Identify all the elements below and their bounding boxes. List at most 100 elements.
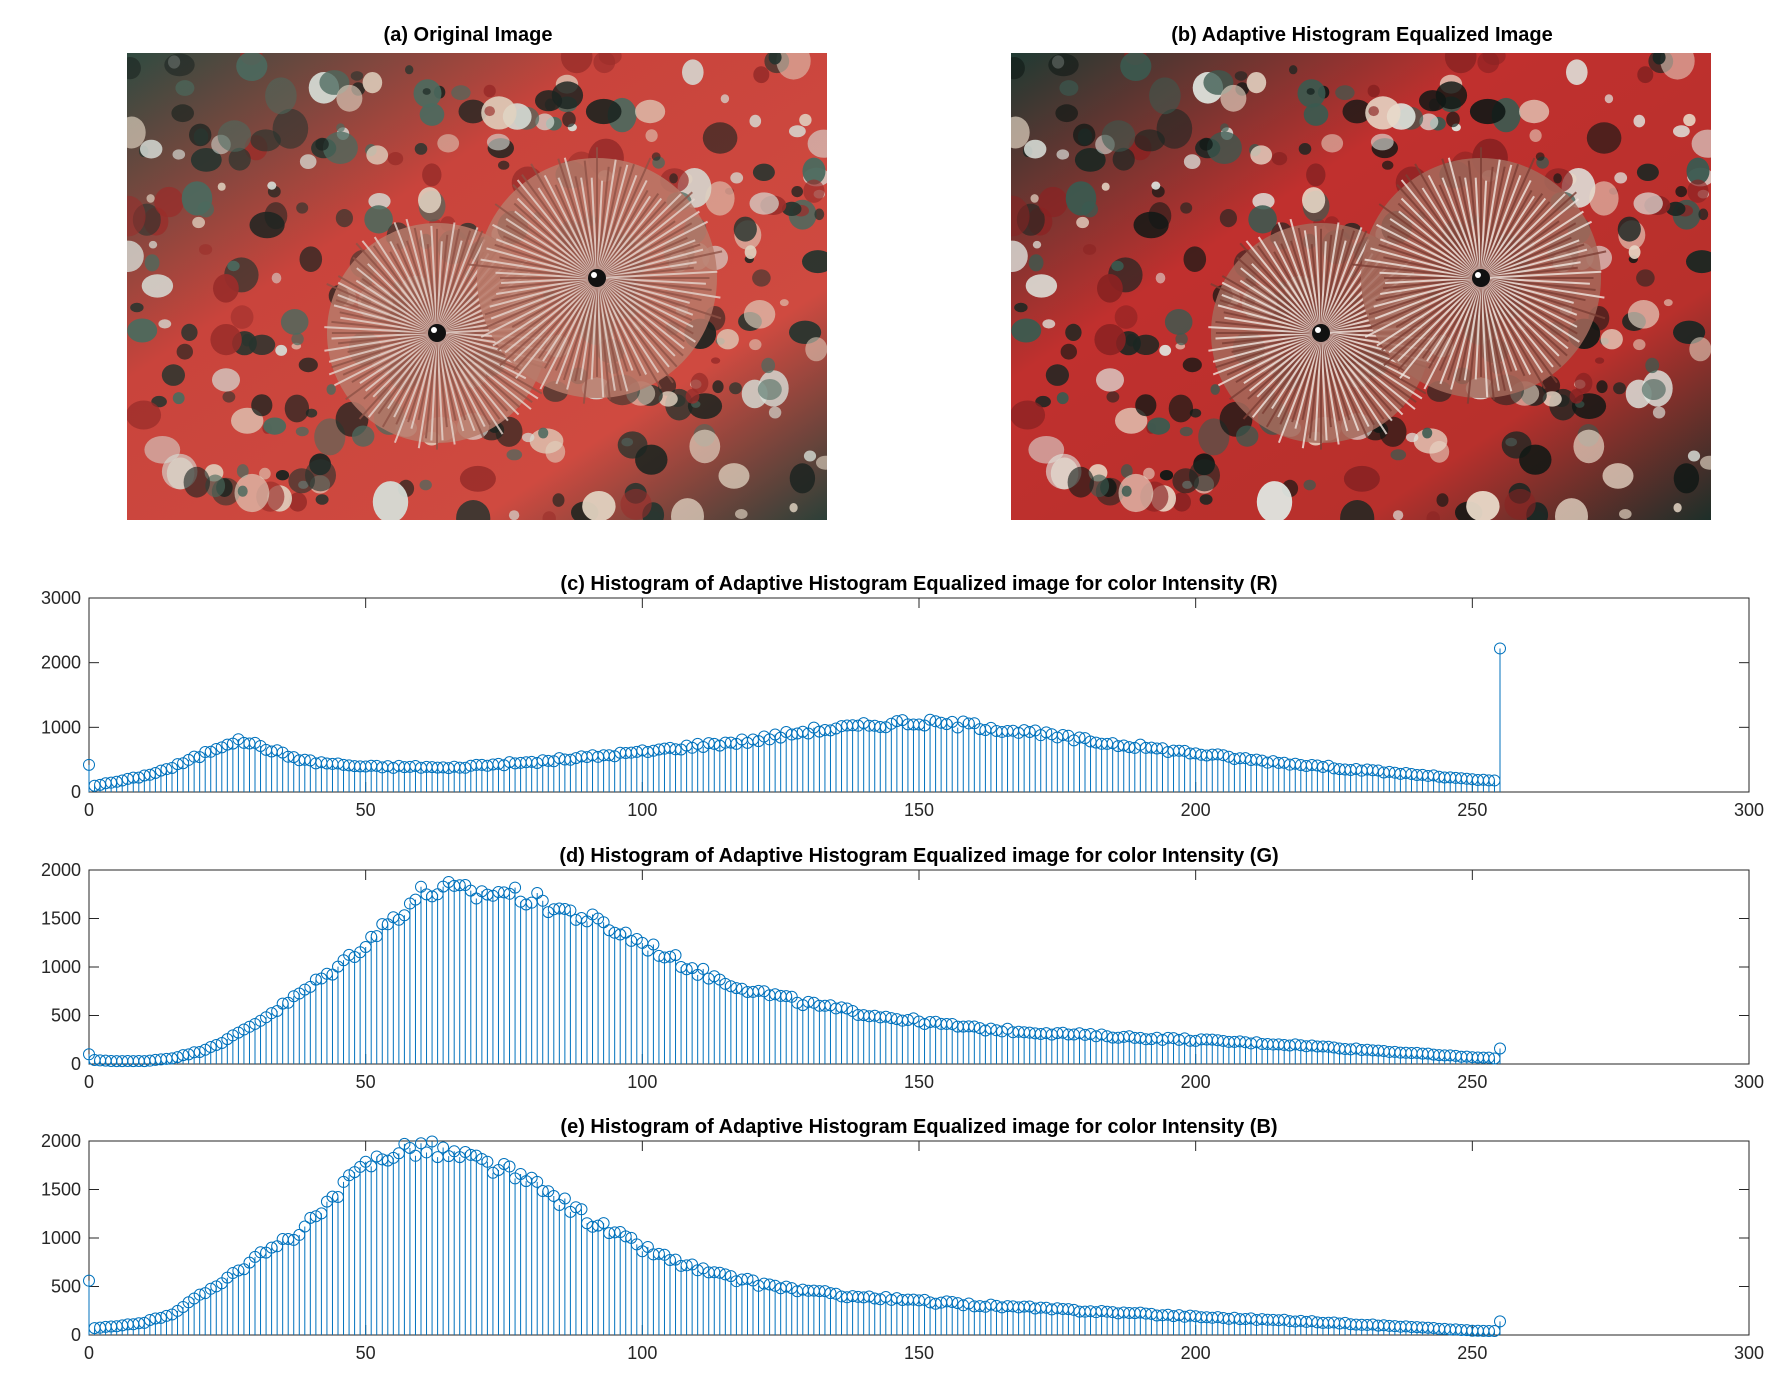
x-tick-label: 0 [84, 800, 94, 820]
stem-marker [796, 725, 809, 738]
stem-marker [874, 720, 887, 733]
stem-marker [1494, 1315, 1506, 1328]
stem-marker [282, 1233, 295, 1246]
stem-marker [946, 1295, 959, 1308]
x-tick-label: 50 [356, 1072, 376, 1092]
stem-marker [597, 1217, 610, 1230]
y-tick-label: 500 [51, 1277, 81, 1297]
stem-marker [647, 938, 660, 951]
x-tick-label: 300 [1734, 800, 1764, 820]
stem-marker [669, 743, 682, 756]
stem-marker [1482, 1051, 1495, 1064]
stem-marker [83, 1274, 95, 1287]
x-tick-label: 250 [1457, 1072, 1487, 1092]
stem-marker [569, 1201, 582, 1214]
y-tick-label: 3000 [41, 588, 81, 608]
stem-marker [719, 1268, 732, 1281]
stem-marker [459, 1146, 472, 1159]
original-image-canvas [127, 53, 827, 520]
stem-marker [1322, 759, 1335, 772]
stem-marker [188, 750, 201, 763]
stem-marker [376, 918, 389, 931]
stem-marker [509, 881, 522, 894]
stem-marker [984, 1298, 997, 1311]
stem-marker [1494, 642, 1506, 655]
stem-marker [780, 990, 793, 1003]
stem-marker [254, 1246, 267, 1259]
stem-marker [481, 888, 494, 901]
x-tick-label: 100 [627, 1343, 657, 1363]
stem-marker [857, 717, 870, 730]
stem-marker [669, 949, 682, 962]
stem-marker [962, 1297, 975, 1310]
stem-marker [249, 736, 261, 749]
y-tick-label: 1500 [41, 909, 81, 929]
stem-marker [619, 926, 632, 939]
x-tick-label: 200 [1181, 800, 1211, 820]
feather-duster-worms [324, 147, 723, 450]
stem-marker [879, 1010, 892, 1023]
stem-marker [780, 1280, 793, 1293]
stem-marker [564, 904, 577, 917]
stem-marker [558, 902, 571, 915]
x-tick-label: 200 [1181, 1343, 1211, 1363]
stem-marker [913, 718, 925, 731]
stem-marker [1117, 739, 1130, 752]
stem-marker [724, 736, 737, 749]
stem-marker [83, 758, 95, 771]
stem-marker [713, 1266, 726, 1279]
stem-marker [1056, 729, 1069, 741]
stem-marker [426, 1135, 439, 1148]
stem-marker [730, 982, 743, 995]
histogram-1: (d) Histogram of Adaptive Histogram Equa… [41, 845, 1764, 1092]
stem-marker [475, 1153, 488, 1166]
stem-marker [603, 749, 616, 762]
stem-marker [498, 1157, 510, 1170]
stem-marker [807, 996, 820, 1009]
stem-marker [498, 886, 510, 899]
stem-marker [597, 916, 610, 929]
x-tick-label: 150 [904, 1072, 934, 1092]
stem-marker [1073, 731, 1086, 744]
stem-marker [863, 1290, 876, 1303]
y-tick-label: 1000 [41, 1228, 81, 1248]
equalized-image-canvas [1011, 53, 1711, 520]
stem-marker [1084, 735, 1097, 748]
stem-marker [924, 713, 937, 726]
stem-marker [719, 977, 732, 990]
stem-marker [1211, 748, 1224, 761]
stem-marker [1123, 741, 1136, 754]
stem-marker [984, 1022, 997, 1035]
stem-marker [1062, 1303, 1075, 1316]
stem-marker [403, 1141, 416, 1154]
stem-marker [1289, 757, 1302, 770]
stem-marker [464, 1148, 477, 1161]
stem-marker [940, 1017, 953, 1030]
stem-marker [830, 1287, 842, 1300]
x-tick-label: 100 [627, 800, 657, 820]
equalized-image [1011, 53, 1711, 520]
y-tick-label: 2000 [41, 653, 81, 673]
stem-marker [343, 948, 356, 961]
y-tick-label: 0 [71, 1054, 81, 1074]
stem-marker [503, 1160, 516, 1173]
stem-marker [802, 995, 815, 1008]
stem-marker [370, 1150, 383, 1163]
image-b-title: (b) Adaptive Histogram Equalized Image [1171, 24, 1553, 46]
x-tick-label: 200 [1181, 1072, 1211, 1092]
stem-marker [769, 728, 782, 741]
y-tick-label: 1000 [41, 957, 81, 977]
stem-marker [1178, 744, 1191, 757]
stem-marker [702, 737, 715, 750]
stem-marker [326, 1190, 339, 1203]
stem-marker [542, 754, 555, 767]
histogram-2: (e) Histogram of Adaptive Histogram Equa… [41, 1116, 1764, 1363]
stem-marker [1217, 749, 1230, 762]
x-tick-label: 50 [356, 800, 376, 820]
stem-marker [603, 924, 616, 937]
stem-marker [752, 984, 765, 997]
image-a-title: (a) Original Image [383, 24, 553, 46]
stem-marker [841, 1002, 854, 1015]
x-tick-label: 150 [904, 800, 934, 820]
stem-marker [531, 1175, 544, 1188]
